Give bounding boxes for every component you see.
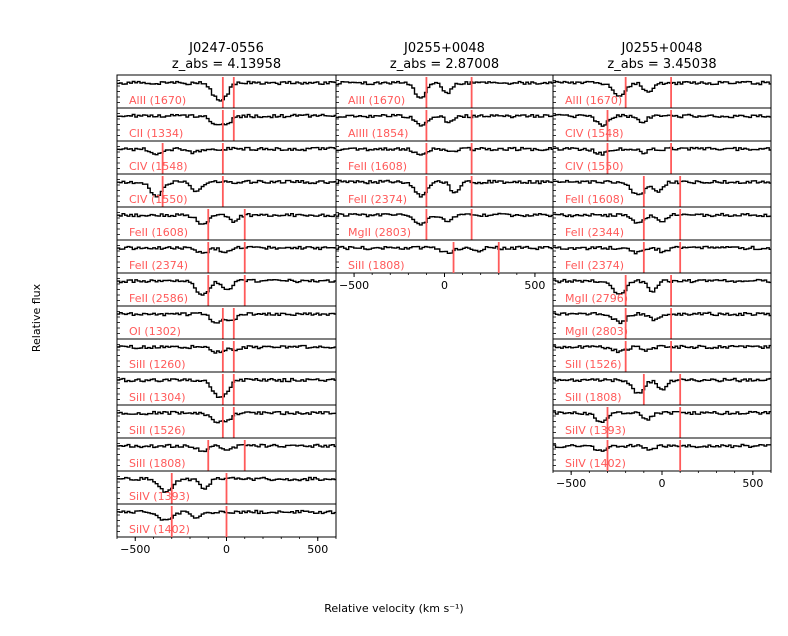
spectrum-line <box>336 179 553 198</box>
spectrum-line <box>117 213 336 225</box>
spectrum-line <box>336 212 553 226</box>
x-tick-label: 0 <box>223 543 230 556</box>
ion-label: SiIV (1393) <box>565 424 626 437</box>
ion-label: MgII (2796) <box>565 292 628 305</box>
ion-label: FeII (1608) <box>348 160 407 173</box>
ion-label: SiII (1526) <box>565 358 622 371</box>
ion-label: SiII (1260) <box>129 358 186 371</box>
ion-label: CIV (1550) <box>565 160 624 173</box>
y-axis-label: Relative flux <box>30 283 43 352</box>
ion-label: AlIII (1854) <box>348 127 408 140</box>
ion-label: OI (1302) <box>129 325 181 338</box>
panel-title-0: J0247-0556 <box>188 41 264 56</box>
panel-subtitle-2: z_abs = 3.45038 <box>607 57 716 72</box>
ion-label: SiII (1808) <box>129 457 186 470</box>
spectrum-line <box>117 443 336 453</box>
ion-label: SiIV (1402) <box>565 457 626 470</box>
spectrum-line <box>553 410 771 423</box>
ion-label: AlII (1670) <box>129 94 186 107</box>
ion-label: FeII (1608) <box>129 226 188 239</box>
panel-subtitle-1: z_abs = 2.87008 <box>390 57 499 72</box>
spectrum-line <box>117 179 336 198</box>
spectrum-line <box>336 80 553 99</box>
ion-label: FeII (1608) <box>565 193 624 206</box>
spectrum-line <box>553 344 771 354</box>
spectrum-line <box>117 113 336 126</box>
ion-label: SiIV (1393) <box>129 490 190 503</box>
spectrum-line <box>336 245 553 254</box>
spectrum-line <box>553 245 771 255</box>
ion-label: FeII (2374) <box>348 193 407 206</box>
panel-title-2: J0255+0048 <box>621 41 703 56</box>
ion-label: FeII (2344) <box>565 226 624 239</box>
spectrum-line <box>553 179 771 196</box>
ion-label: MgII (2803) <box>348 226 411 239</box>
ion-label: FeII (2374) <box>565 259 624 272</box>
x-tick-label: −500 <box>556 477 586 490</box>
x-axis-label: Relative velocity (km s⁻¹) <box>324 602 463 615</box>
spectrum-line <box>117 410 336 424</box>
x-tick-label: −500 <box>339 279 369 292</box>
ion-label: SiIV (1402) <box>129 523 190 536</box>
spectrum-line <box>117 344 336 354</box>
panel-subtitle-0: z_abs = 4.13958 <box>172 57 281 72</box>
spectrum-line <box>336 113 553 127</box>
spectrum-line <box>553 278 771 295</box>
ion-label: FeII (2374) <box>129 259 188 272</box>
spectrum-line <box>553 443 771 452</box>
x-tick-label: 500 <box>742 477 763 490</box>
spectrum-line <box>117 278 336 296</box>
x-tick-label: 500 <box>307 543 328 556</box>
x-tick-label: 0 <box>659 477 666 490</box>
spectrum-line <box>117 377 336 398</box>
ion-label: CIV (1548) <box>129 160 188 173</box>
spectrum-line <box>117 80 336 102</box>
x-tick-label: 500 <box>524 279 545 292</box>
ion-label: CIV (1550) <box>129 193 188 206</box>
spectrum-line <box>117 312 336 324</box>
ion-label: SiII (1526) <box>129 424 186 437</box>
ion-label: MgII (2803) <box>565 325 628 338</box>
ion-label: SiII (1808) <box>348 259 405 272</box>
ion-label: CIV (1548) <box>565 127 624 140</box>
ion-label: CII (1334) <box>129 127 183 140</box>
spectrum-line <box>553 113 771 127</box>
spectrum-line <box>553 146 771 156</box>
ion-label: SiII (1304) <box>129 391 186 404</box>
spectrum-line <box>553 212 771 224</box>
spectrum-line <box>553 377 771 394</box>
panel-title-1: J0255+0048 <box>403 41 485 56</box>
spectrum-line <box>553 80 771 97</box>
spectrum-line <box>117 146 336 156</box>
x-tick-label: −500 <box>120 543 150 556</box>
spectrum-line <box>553 311 771 325</box>
x-tick-label: 0 <box>441 279 448 292</box>
spectrum-line <box>336 146 553 156</box>
spectrum-line <box>117 245 336 254</box>
ion-label: AlII (1670) <box>348 94 405 107</box>
ion-label: FeII (2586) <box>129 292 188 305</box>
ion-label: AlII (1670) <box>565 94 622 107</box>
ion-label: SiII (1808) <box>565 391 622 404</box>
